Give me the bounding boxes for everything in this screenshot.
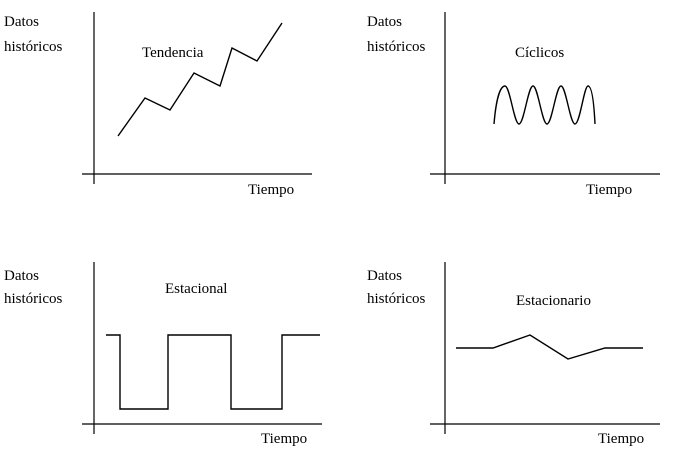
y-label-line2: históricos <box>4 291 62 307</box>
y-label-line1: Datos <box>367 14 402 30</box>
panel-title: Tendencia <box>142 45 204 61</box>
seasonal-curve <box>106 335 320 409</box>
trend-curve <box>118 23 282 136</box>
panel-estacional: Datos históricos Estacional Tiempo <box>4 262 322 447</box>
x-label: Tiempo <box>586 182 632 198</box>
y-label-line2: históricos <box>367 39 425 55</box>
panel-ciclicos: Datos históricos Cíclicos Tiempo <box>367 12 660 198</box>
panel-estacionario: Datos históricos Estacionario Tiempo <box>367 262 660 447</box>
y-label-line2: históricos <box>367 291 425 307</box>
stationary-curve <box>456 335 643 359</box>
panel-title: Estacionario <box>516 293 591 309</box>
panel-tendencia: Datos históricos Tendencia Tiempo <box>4 12 312 198</box>
panel-title: Estacional <box>165 281 227 297</box>
y-label-line2: históricos <box>4 39 62 55</box>
y-label-line1: Datos <box>4 268 39 284</box>
y-label-line1: Datos <box>4 14 39 30</box>
x-label: Tiempo <box>248 182 294 198</box>
x-label: Tiempo <box>261 431 307 447</box>
x-label: Tiempo <box>598 431 644 447</box>
panel-title: Cíclicos <box>515 45 564 61</box>
y-label-line1: Datos <box>367 268 402 284</box>
cyclic-curve <box>494 86 595 124</box>
